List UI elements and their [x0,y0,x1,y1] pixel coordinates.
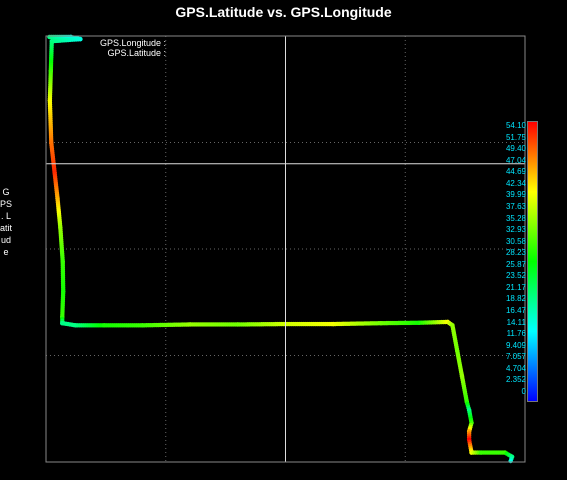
colorbar-tick-label: 51.75 [505,132,526,142]
colorbar-tick-label: 49.40 [505,144,526,154]
gps-track [47,34,515,464]
colorbar-tick-label: 44.69 [505,167,526,177]
track-point [508,458,513,464]
colorbar-tick-label: 11.76 [506,329,526,339]
colorbar-tick-label: 9.409 [505,340,526,350]
colorbar-tick-label: 28.23 [505,248,526,258]
colorbar-tick-label: 2.352 [505,375,526,385]
crosshair-cursor[interactable] [46,36,525,462]
readout-latitude: GPS.Latitude : [107,48,166,58]
colorbar-tick-label: 35.28 [505,213,526,223]
colorbar-tick-label: 0 [521,387,526,396]
colorbar-tick-label: 25.87 [505,259,526,269]
readout-longitude: GPS.Longitude : [99,38,166,48]
colorbar-tick-label: 7.057 [505,352,526,362]
colorbar-tick-label: 54.10 [505,121,526,130]
colorbar-tick-label: 21.17 [505,282,526,292]
colorbar-tick-label: 47.04 [505,155,526,165]
colorbar-tick-label: 42.34 [505,178,526,188]
colorbar-tick-label: 30.58 [505,236,526,246]
colorbar-tick-label: 32.93 [505,225,526,235]
colorbar-tick-label: 18.82 [505,294,526,304]
colorbar-tick-label: 14.11 [506,317,526,327]
cursor-readout: GPS.Longitude : GPS.Latitude : [60,38,166,58]
chart-title: GPS.Latitude vs. GPS.Longitude [175,4,392,20]
colorbar-tick-label: 4.704 [505,363,526,373]
y-axis-label: GPS . Latitude [0,187,13,257]
plot-border [45,35,526,463]
colorbar-tick-label: 37.63 [505,201,526,211]
colorbar-tick-label: 16.47 [505,306,526,316]
colorbar [527,121,538,402]
colorbar-tick-label: 39.99 [505,190,526,200]
colorbar-tick-label: 23.52 [505,271,526,281]
colorbar-labels: 54.10 51.75 49.40 47.04 44.69 42.34 39.99 37.63… [505,121,552,400]
